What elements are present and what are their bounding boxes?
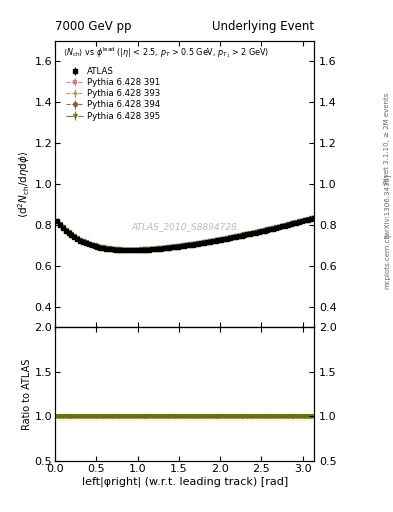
Legend: ATLAS, Pythia 6.428 391, Pythia 6.428 393, Pythia 6.428 394, Pythia 6.428 395: ATLAS, Pythia 6.428 391, Pythia 6.428 39… — [64, 66, 162, 122]
Text: $\langle N_{\rm ch}\rangle$ vs $\phi^{\rm lead}$ ($|\eta|$ < 2.5, $p_T$ > 0.5 Ge: $\langle N_{\rm ch}\rangle$ vs $\phi^{\r… — [63, 45, 269, 60]
X-axis label: left|φright| (w.r.t. leading track) [rad]: left|φright| (w.r.t. leading track) [rad… — [82, 476, 288, 487]
Text: ATLAS_2010_S8894728: ATLAS_2010_S8894728 — [132, 223, 238, 231]
Text: 7000 GeV pp: 7000 GeV pp — [55, 20, 132, 33]
Text: Underlying Event: Underlying Event — [212, 20, 314, 33]
Text: [arXiv:1306.3436]: [arXiv:1306.3436] — [384, 173, 391, 237]
Text: Rivet 3.1.10, ≥ 2M events: Rivet 3.1.10, ≥ 2M events — [384, 93, 390, 184]
Y-axis label: $\langle$d$^2 N_{\rm ch}$/d$\eta$d$\phi\rangle$: $\langle$d$^2 N_{\rm ch}$/d$\eta$d$\phi\… — [16, 151, 32, 218]
Y-axis label: Ratio to ATLAS: Ratio to ATLAS — [22, 358, 32, 430]
Text: mcplots.cern.ch: mcplots.cern.ch — [384, 233, 390, 289]
